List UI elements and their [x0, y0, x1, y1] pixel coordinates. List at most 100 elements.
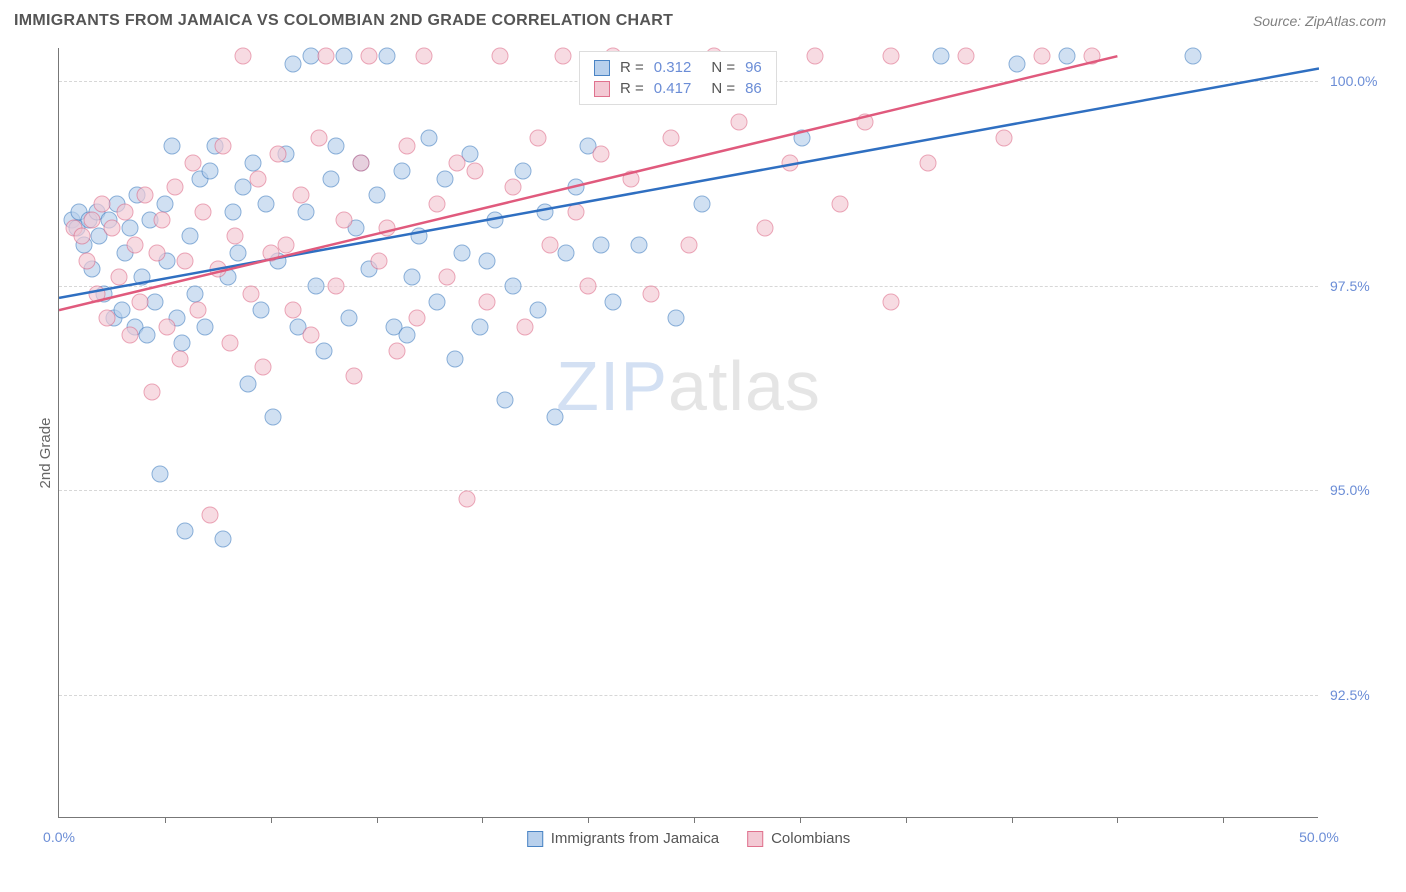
bottom-legend: Immigrants from Jamaica Colombians	[527, 830, 851, 847]
scatter-point	[73, 228, 90, 245]
scatter-point	[497, 392, 514, 409]
scatter-point	[103, 220, 120, 237]
scatter-point	[1084, 48, 1101, 65]
y-axis-label: 2nd Grade	[37, 418, 54, 489]
scatter-point	[78, 252, 95, 269]
stat-n-value: 86	[745, 80, 762, 97]
scatter-point	[623, 171, 640, 188]
x-tick	[1117, 817, 1118, 823]
scatter-point	[177, 252, 194, 269]
scatter-point	[479, 252, 496, 269]
chart-title: IMMIGRANTS FROM JAMAICA VS COLOMBIAN 2ND…	[14, 12, 673, 30]
scatter-point	[504, 179, 521, 196]
stat-n-value: 96	[745, 59, 762, 76]
scatter-point	[393, 162, 410, 179]
legend-swatch	[747, 831, 763, 847]
scatter-point	[529, 130, 546, 147]
scatter-point	[184, 154, 201, 171]
scatter-point	[1185, 48, 1202, 65]
scatter-point	[471, 318, 488, 335]
scatter-point	[98, 310, 115, 327]
scatter-point	[693, 195, 710, 212]
scatter-point	[1008, 56, 1025, 73]
stat-r-label: R =	[620, 80, 644, 97]
scatter-point	[449, 154, 466, 171]
scatter-point	[416, 48, 433, 65]
x-tick-label: 0.0%	[43, 829, 75, 845]
chart-source: Source: ZipAtlas.com	[1253, 13, 1386, 29]
scatter-point	[126, 236, 143, 253]
scatter-point	[408, 310, 425, 327]
x-tick	[377, 817, 378, 823]
scatter-point	[194, 203, 211, 220]
legend-swatch	[594, 81, 610, 97]
scatter-point	[345, 367, 362, 384]
scatter-point	[882, 293, 899, 310]
scatter-point	[328, 138, 345, 155]
scatter-point	[592, 146, 609, 163]
scatter-point	[537, 203, 554, 220]
scatter-point	[378, 48, 395, 65]
scatter-point	[439, 269, 456, 286]
scatter-point	[222, 334, 239, 351]
scatter-point	[177, 523, 194, 540]
scatter-point	[277, 236, 294, 253]
scatter-point	[555, 48, 572, 65]
scatter-point	[567, 203, 584, 220]
scatter-point	[832, 195, 849, 212]
scatter-point	[514, 162, 531, 179]
scatter-point	[681, 236, 698, 253]
scatter-point	[308, 277, 325, 294]
x-tick	[906, 817, 907, 823]
scatter-point	[310, 130, 327, 147]
scatter-point	[388, 343, 405, 360]
scatter-point	[663, 130, 680, 147]
gridline	[59, 695, 1318, 696]
scatter-point	[250, 171, 267, 188]
legend-label: Colombians	[771, 830, 850, 847]
scatter-point	[318, 48, 335, 65]
legend-swatch	[594, 60, 610, 76]
scatter-point	[429, 293, 446, 310]
scatter-point	[958, 48, 975, 65]
scatter-point	[214, 531, 231, 548]
scatter-point	[933, 48, 950, 65]
y-tick-label: 100.0%	[1330, 73, 1390, 89]
scatter-point	[1059, 48, 1076, 65]
scatter-point	[479, 293, 496, 310]
scatter-point	[136, 187, 153, 204]
scatter-point	[411, 228, 428, 245]
scatter-point	[182, 228, 199, 245]
scatter-point	[265, 408, 282, 425]
scatter-point	[353, 154, 370, 171]
scatter-point	[159, 318, 176, 335]
watermark: ZIPatlas	[556, 346, 821, 426]
plot-area: ZIPatlas 92.5%95.0%97.5%100.0%0.0%50.0%R…	[58, 48, 1318, 818]
scatter-point	[114, 302, 131, 319]
scatter-point	[328, 277, 345, 294]
scatter-point	[436, 171, 453, 188]
scatter-point	[285, 302, 302, 319]
scatter-point	[398, 138, 415, 155]
legend-item: Immigrants from Jamaica	[527, 830, 719, 847]
scatter-point	[121, 326, 138, 343]
correlation-statbox: R =0.312N =96R =0.417N =86	[579, 51, 777, 105]
legend-swatch	[527, 831, 543, 847]
scatter-point	[242, 285, 259, 302]
y-tick-label: 95.0%	[1330, 482, 1390, 498]
scatter-point	[154, 212, 171, 229]
scatter-point	[1033, 48, 1050, 65]
scatter-point	[454, 244, 471, 261]
scatter-point	[459, 490, 476, 507]
scatter-point	[240, 375, 257, 392]
scatter-point	[227, 228, 244, 245]
scatter-point	[164, 138, 181, 155]
scatter-point	[252, 302, 269, 319]
stat-n-label: N =	[711, 80, 735, 97]
scatter-point	[197, 318, 214, 335]
scatter-point	[187, 285, 204, 302]
scatter-point	[920, 154, 937, 171]
scatter-point	[303, 326, 320, 343]
scatter-point	[547, 408, 564, 425]
scatter-point	[209, 261, 226, 278]
